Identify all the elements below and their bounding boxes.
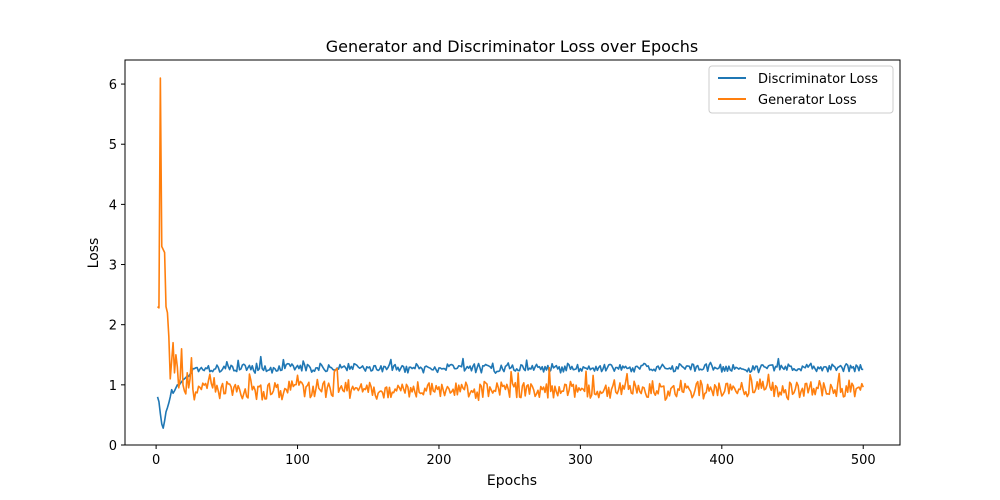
y-tick-label: 2	[109, 319, 117, 334]
y-tick-label: 5	[109, 138, 117, 153]
y-tick-label: 0	[109, 439, 117, 454]
plot-lines	[156, 77, 864, 429]
legend-label-discriminator: Discriminator Loss	[758, 72, 878, 87]
series-line-discriminator	[156, 355, 864, 429]
y-tick-label: 1	[109, 379, 117, 394]
x-axis-label: Epochs	[487, 473, 537, 489]
x-tick-label: 200	[427, 453, 452, 468]
y-tick-label: 6	[109, 78, 117, 93]
series-line-generator	[157, 77, 864, 402]
x-tick-label: 0	[152, 453, 160, 468]
x-tick-label: 100	[285, 453, 310, 468]
legend: Discriminator Loss Generator Loss	[708, 65, 894, 114]
chart-title: Generator and Discriminator Loss over Ep…	[326, 37, 698, 56]
y-axis-label: Loss	[86, 238, 102, 269]
x-tick-label: 400	[709, 453, 734, 468]
y-tick-label: 3	[109, 259, 117, 274]
x-tick-label: 300	[568, 453, 593, 468]
y-axis-ticks: 0 1 2 3 4 5 6	[109, 78, 125, 454]
plot-frame	[124, 59, 901, 446]
x-axis-ticks: 0 100 200 300 400 500	[152, 445, 876, 468]
y-tick-label: 4	[109, 198, 117, 213]
legend-box	[708, 65, 894, 114]
legend-label-generator: Generator Loss	[758, 93, 857, 108]
x-tick-label: 500	[851, 453, 876, 468]
